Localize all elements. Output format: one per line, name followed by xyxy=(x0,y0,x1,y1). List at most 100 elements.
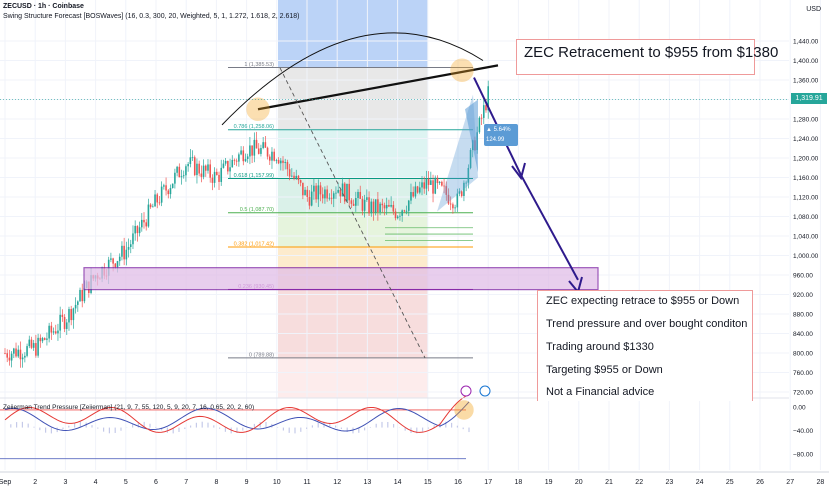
candle-body xyxy=(50,325,53,333)
candle-body xyxy=(112,258,114,264)
candle-body xyxy=(456,193,459,208)
candle-body xyxy=(423,182,426,189)
forecast-change-label: ▲ 5.64% 124.99 xyxy=(484,124,518,146)
candle-body xyxy=(116,261,119,268)
price-tick-label: 720.00 xyxy=(793,390,813,397)
candle-body xyxy=(54,331,57,334)
candle-body xyxy=(200,173,203,177)
candle-body xyxy=(26,346,28,356)
candle-body xyxy=(467,167,470,183)
candle-body xyxy=(352,203,355,206)
time-tick-label: 10 xyxy=(273,479,281,486)
candle-body xyxy=(262,142,264,149)
candle-body xyxy=(286,161,289,170)
candle-body xyxy=(432,180,434,194)
candle-body xyxy=(460,191,463,196)
candle-body xyxy=(410,192,412,201)
candle-body xyxy=(458,191,461,194)
candle-body xyxy=(465,182,467,184)
candle-body xyxy=(211,177,214,183)
candle-body xyxy=(430,180,432,185)
candle-body xyxy=(21,357,24,360)
candle-body xyxy=(463,182,465,196)
candle-body xyxy=(41,338,44,342)
candle-body xyxy=(145,222,148,227)
candle-body xyxy=(28,339,31,347)
forecast-amount: 124.99 xyxy=(486,137,505,143)
price-tick-label: 760.00 xyxy=(793,370,813,377)
osc-line-blue xyxy=(4,401,470,432)
candle-body xyxy=(17,349,20,357)
candle-body xyxy=(317,185,320,200)
price-tick-label: 1,240.00 xyxy=(793,136,819,143)
candle-body xyxy=(19,349,22,360)
candle-body xyxy=(72,308,75,321)
note-line: Targeting $955 or Down xyxy=(546,364,663,376)
candle-body xyxy=(83,288,86,302)
fib-level-label: 0.5 (1,087.70) xyxy=(240,207,274,213)
time-tick-label: 28 xyxy=(817,479,825,486)
candle-body xyxy=(315,185,317,200)
candle-body xyxy=(297,175,300,181)
candle-body xyxy=(65,322,68,329)
price-tick-label: 1,280.00 xyxy=(793,117,819,124)
candle-body xyxy=(8,357,11,361)
price-tick-label: 1,200.00 xyxy=(793,156,819,163)
candle-body xyxy=(123,245,125,260)
candle-body xyxy=(140,219,143,228)
price-tick-label: 800.00 xyxy=(793,351,813,358)
candle-body xyxy=(176,166,178,173)
indicator-legend[interactable]: Swing Structure Forecast [BOSWaves] (16,… xyxy=(3,13,300,20)
candle-body xyxy=(341,183,344,197)
candle-body xyxy=(308,196,311,206)
candle-body xyxy=(222,163,225,168)
candle-body xyxy=(68,309,70,323)
candle-body xyxy=(394,211,397,219)
candle-body xyxy=(251,145,253,156)
title-annotation-text: ZEC Retracement to $955 from $1380 xyxy=(524,44,779,61)
candle-body xyxy=(32,343,35,348)
candle-body xyxy=(273,151,275,161)
time-tick-label: 26 xyxy=(756,479,764,486)
notes-annotation[interactable]: ZEC expecting retrace to $955 or Down Tr… xyxy=(537,290,753,401)
candle-body xyxy=(79,289,81,302)
fib-level-label: 1 (1,385.53) xyxy=(244,62,274,68)
candle-body xyxy=(337,189,339,193)
candle-body xyxy=(390,204,392,207)
candle-body xyxy=(209,164,211,178)
candle-body xyxy=(313,185,315,192)
swing-low-marker xyxy=(246,97,270,121)
candle-body xyxy=(207,164,209,171)
candle-body xyxy=(277,160,280,164)
candle-body xyxy=(216,171,218,175)
last-price-tag: 1,319.91 xyxy=(791,93,827,104)
candle-body xyxy=(174,172,176,184)
candle-body xyxy=(10,353,13,361)
time-tick-label: 23 xyxy=(666,479,674,486)
candle-body xyxy=(129,244,132,247)
candle-body xyxy=(355,198,357,206)
candle-body xyxy=(469,150,472,168)
title-annotation[interactable]: ZEC Retracement to $955 from $1380 xyxy=(516,39,779,75)
candle-body xyxy=(485,105,487,111)
candle-body xyxy=(182,175,185,177)
fib-level-label: 0.618 (1,157.99) xyxy=(234,173,275,179)
candle-body xyxy=(198,163,200,174)
candle-body xyxy=(399,215,401,217)
candle-body xyxy=(169,188,172,195)
candle-body xyxy=(39,337,42,342)
fib-level-label: 0 (789.88) xyxy=(249,352,274,358)
fib-zone xyxy=(278,289,428,358)
time-tick-label: 22 xyxy=(635,479,643,486)
candle-body xyxy=(385,204,388,209)
candle-body xyxy=(246,156,249,159)
candle-body xyxy=(204,165,207,171)
candle-body xyxy=(374,199,377,213)
oscillator-legend[interactable]: Zeiierman Trend Pressure [Zeiierman] (21… xyxy=(3,404,255,411)
candle-body xyxy=(264,142,267,148)
time-tick-label: 19 xyxy=(545,479,553,486)
candle-body xyxy=(249,145,251,157)
candle-body xyxy=(434,177,437,194)
time-tick-label: 27 xyxy=(786,479,794,486)
